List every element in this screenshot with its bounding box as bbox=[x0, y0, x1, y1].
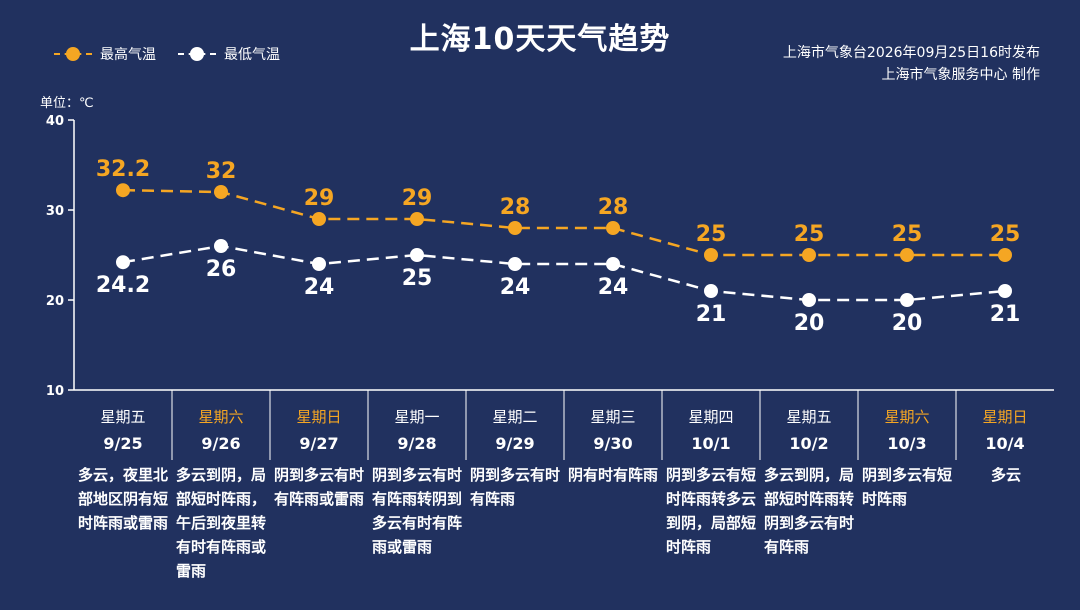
series-line-high bbox=[122, 188, 1005, 257]
low-point bbox=[704, 284, 718, 298]
weather-description: 阴有时有阵雨 bbox=[568, 466, 659, 484]
legend-item-high: 最高气温 bbox=[54, 44, 156, 64]
high-value-label: 29 bbox=[402, 186, 433, 211]
low-point bbox=[116, 255, 130, 270]
high-point bbox=[900, 248, 914, 262]
legend-low-label: 最低气温 bbox=[224, 47, 280, 63]
weather-description: 阴到多云有时有阵雨或雷雨 bbox=[274, 466, 365, 508]
high-point bbox=[606, 221, 620, 235]
low-point bbox=[900, 293, 914, 307]
low-value-label: 24 bbox=[598, 275, 629, 300]
date-label: 10/2 bbox=[789, 434, 829, 453]
source-line-2: 上海市气象服务中心 制作 bbox=[881, 67, 1040, 83]
y-tick-label: 40 bbox=[46, 114, 64, 129]
low-value-label: 24 bbox=[500, 275, 531, 300]
legend-high-label: 最高气温 bbox=[100, 47, 156, 63]
chart-legend: 最高气温 最低气温 bbox=[54, 44, 280, 64]
series-line-low bbox=[122, 244, 1006, 302]
weekday-label: 星期六 bbox=[198, 408, 244, 426]
low-point bbox=[410, 248, 424, 262]
weekday-label: 星期四 bbox=[688, 408, 734, 426]
low-value-label: 24.2 bbox=[96, 273, 150, 298]
low-value-label: 25 bbox=[402, 266, 433, 291]
unit-label: 单位：℃ bbox=[40, 96, 94, 111]
weekday-label: 星期三 bbox=[590, 408, 636, 426]
high-point bbox=[508, 221, 522, 235]
low-point bbox=[508, 257, 522, 271]
low-value-label: 21 bbox=[990, 302, 1021, 327]
low-point bbox=[998, 284, 1012, 298]
high-point bbox=[116, 183, 130, 198]
date-label: 9/29 bbox=[495, 434, 535, 453]
weather-description: 阴到多云有时有阵雨 bbox=[470, 466, 561, 508]
high-value-label: 32.2 bbox=[96, 157, 150, 182]
weekday-label: 星期日 bbox=[982, 408, 1028, 426]
y-tick-label: 10 bbox=[46, 384, 64, 399]
weekday-label: 星期二 bbox=[492, 408, 538, 426]
weather-description: 多云到阴，局部短时阵雨，午后到夜里转有时有阵雨或雷雨 bbox=[176, 466, 267, 580]
weather-description: 多云 bbox=[990, 466, 1021, 484]
high-point bbox=[704, 248, 718, 262]
weekday-label: 星期一 bbox=[394, 408, 440, 426]
source-line-1: 上海市气象台2026年09月25日16时发布 bbox=[782, 45, 1040, 61]
date-label: 9/27 bbox=[299, 434, 339, 453]
weather-description: 阴到多云有短时阵雨转多云到阴，局部短时阵雨 bbox=[666, 466, 757, 556]
weather-description: 阴到多云有短时阵雨 bbox=[862, 466, 953, 508]
y-tick-label: 30 bbox=[46, 204, 64, 219]
y-tick-label: 20 bbox=[46, 294, 64, 309]
high-point bbox=[998, 248, 1012, 262]
low-value-label: 26 bbox=[206, 257, 237, 282]
high-value-label: 25 bbox=[696, 222, 727, 247]
low-value-label: 20 bbox=[794, 311, 825, 336]
date-label: 9/25 bbox=[103, 434, 143, 453]
legend-item-low: 最低气温 bbox=[178, 44, 280, 64]
weather-description: 阴到多云有时有阵雨转阴到多云有时有阵雨或雷雨 bbox=[372, 466, 463, 556]
high-value-label: 28 bbox=[598, 195, 629, 220]
date-label: 10/1 bbox=[691, 434, 731, 453]
weekday-label: 星期日 bbox=[296, 408, 342, 426]
high-value-label: 25 bbox=[892, 222, 923, 247]
low-point bbox=[214, 239, 228, 253]
low-value-label: 21 bbox=[696, 302, 727, 327]
high-value-label: 29 bbox=[304, 186, 335, 211]
high-point bbox=[214, 185, 228, 199]
legend-low-swatch-icon bbox=[178, 47, 216, 61]
weather-description: 多云到阴，局部短时阵雨转阴到多云有时有阵雨 bbox=[764, 466, 855, 556]
date-label: 9/28 bbox=[397, 434, 437, 453]
low-value-label: 24 bbox=[304, 275, 335, 300]
weekday-label: 星期六 bbox=[884, 408, 930, 426]
weekday-label: 星期五 bbox=[100, 408, 146, 426]
low-point bbox=[606, 257, 620, 271]
date-label: 9/26 bbox=[201, 434, 241, 453]
weather-description: 多云，夜里北部地区阴有短时阵雨或雷雨 bbox=[78, 466, 169, 532]
high-point bbox=[410, 212, 424, 226]
date-label: 9/30 bbox=[593, 434, 633, 453]
high-point bbox=[802, 248, 816, 262]
low-point bbox=[802, 293, 816, 307]
date-label: 10/4 bbox=[985, 434, 1025, 453]
chart-title: 上海10天天气趋势 bbox=[409, 22, 671, 57]
source-info: 上海市气象台2026年09月25日16时发布 上海市气象服务中心 制作 bbox=[783, 42, 1040, 86]
low-point bbox=[312, 257, 326, 271]
high-value-label: 25 bbox=[794, 222, 825, 247]
date-label: 10/3 bbox=[887, 434, 927, 453]
low-value-label: 20 bbox=[892, 311, 923, 336]
high-value-label: 25 bbox=[990, 222, 1021, 247]
high-value-label: 28 bbox=[500, 195, 531, 220]
legend-high-swatch-icon bbox=[54, 47, 92, 61]
weekday-label: 星期五 bbox=[786, 408, 832, 426]
high-point bbox=[312, 212, 326, 226]
high-value-label: 32 bbox=[206, 159, 237, 184]
